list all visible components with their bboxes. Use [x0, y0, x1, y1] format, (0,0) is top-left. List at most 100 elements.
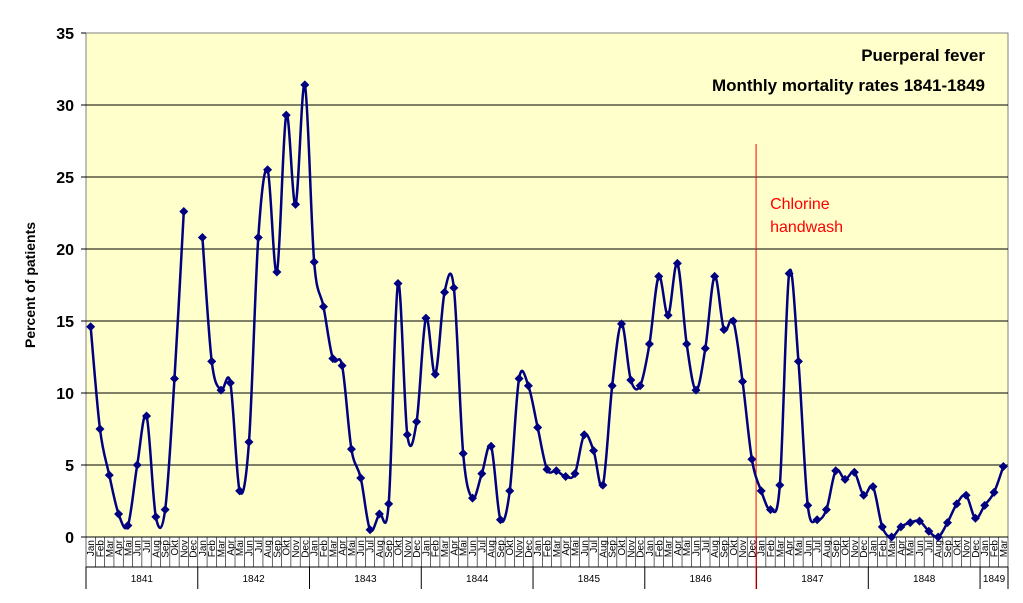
data-point	[766, 505, 776, 515]
month-tick-label: Mar	[552, 539, 563, 557]
month-tick-label: Mar	[664, 539, 675, 557]
data-point	[142, 411, 152, 421]
data-point	[849, 467, 859, 477]
month-tick-label: Aug	[598, 540, 609, 558]
y-axis-label: Percent of patients	[22, 222, 38, 348]
year-label-1844: 1844	[466, 574, 489, 585]
month-tick-label: Mar	[775, 539, 786, 557]
month-tick-label: Jan	[86, 540, 97, 556]
data-point	[915, 516, 925, 526]
data-point	[561, 472, 571, 482]
data-point	[402, 430, 412, 440]
month-tick-label: Sep	[608, 540, 619, 558]
data-point	[151, 512, 161, 522]
data-point	[384, 499, 394, 509]
data-point	[495, 515, 505, 525]
data-point	[663, 310, 673, 320]
month-tick-label: Mai	[906, 540, 917, 556]
month-tick-label: Jan	[645, 540, 656, 556]
data-point	[942, 518, 952, 528]
year-label-1849: 1849	[983, 574, 1006, 585]
month-tick-label: Feb	[319, 540, 330, 558]
month-tick-label: Dec	[189, 540, 200, 558]
data-point	[421, 313, 431, 323]
month-tick-label: Jul	[477, 540, 488, 553]
month-tick-label: Feb	[654, 540, 665, 558]
y-tick-label: 5	[65, 458, 74, 475]
data-point	[831, 466, 841, 476]
month-tick-label: Jan	[757, 540, 768, 556]
data-point	[95, 424, 105, 434]
month-tick-label: Aug	[263, 540, 274, 558]
chart-subtitle: Monthly mortality rates 1841-1849	[712, 76, 985, 95]
month-tick-label: Sep	[384, 540, 395, 558]
data-point	[747, 454, 757, 464]
month-tick-label: Dec	[747, 540, 758, 558]
data-point	[980, 500, 990, 510]
data-point	[207, 356, 217, 366]
month-tick-label: Nov	[515, 540, 526, 558]
mortality-markers	[86, 80, 1008, 542]
year-label-1848: 1848	[913, 574, 936, 585]
data-point	[859, 490, 869, 500]
month-tick-label: Okt	[393, 540, 404, 556]
month-tick-label: Mai	[794, 540, 805, 556]
month-tick-label: Jun	[803, 540, 814, 556]
month-tick-label: Jun	[356, 540, 367, 556]
data-point	[533, 423, 543, 433]
data-point	[793, 356, 803, 366]
data-point	[635, 381, 645, 391]
month-tick-label: Sep	[943, 540, 954, 558]
month-tick-label: Mai	[123, 540, 134, 556]
data-point	[775, 480, 785, 490]
month-tick-label: Jul	[813, 540, 824, 553]
month-tick-label: Dec	[300, 540, 311, 558]
data-point	[440, 287, 450, 297]
month-tick-label: Feb	[207, 540, 218, 558]
month-tick-label: Feb	[766, 540, 777, 558]
month-tick-label: Feb	[543, 540, 554, 558]
year-label-1842: 1842	[243, 574, 266, 585]
month-tick-label: Jul	[254, 540, 265, 553]
data-point	[365, 525, 375, 535]
y-tick-label: 35	[56, 26, 74, 43]
data-point	[114, 509, 124, 519]
data-point	[318, 302, 328, 312]
data-point	[235, 486, 245, 496]
month-tick-label: Okt	[617, 540, 628, 556]
month-tick-label: Jan	[198, 540, 209, 556]
month-tick-label: Apr	[673, 539, 684, 555]
data-point	[523, 381, 533, 391]
month-tick-label: Dec	[859, 540, 870, 558]
month-tick-label: Mar	[105, 539, 116, 557]
month-tick-label: Sep	[161, 540, 172, 558]
data-point	[244, 437, 254, 447]
data-point	[682, 339, 692, 349]
month-tick-label: Jan	[310, 540, 321, 556]
data-point	[570, 469, 580, 479]
data-point	[430, 369, 440, 379]
data-point	[374, 509, 384, 519]
month-tick-label: Jul	[142, 540, 153, 553]
month-tick-label: Dec	[636, 540, 647, 558]
data-point	[169, 374, 179, 384]
data-point	[467, 493, 477, 503]
data-point	[104, 470, 114, 480]
data-point	[589, 446, 599, 456]
data-point	[225, 378, 235, 388]
data-point	[719, 325, 729, 335]
month-tick-label: Apr	[338, 539, 349, 555]
y-tick-label: 30	[56, 98, 74, 115]
month-tick-label: Dec	[971, 540, 982, 558]
month-tick-label: Mai	[235, 540, 246, 556]
month-tick-label: Nov	[850, 540, 861, 558]
month-tick-label: Aug	[822, 540, 833, 558]
year-label-1845: 1845	[578, 574, 601, 585]
month-tick-label: Nov	[403, 540, 414, 558]
data-point	[784, 268, 794, 278]
month-tick-label: Apr	[785, 539, 796, 555]
y-tick-label: 0	[65, 530, 74, 547]
data-point	[309, 257, 319, 267]
month-tick-label: Jun	[244, 540, 255, 556]
month-tick-label: Nov	[626, 540, 637, 558]
